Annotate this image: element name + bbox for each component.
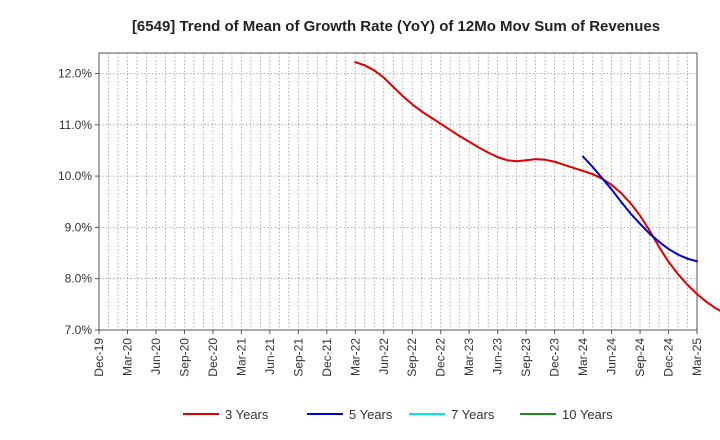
- grid: [99, 53, 697, 331]
- x-tick-label: Sep-21: [291, 338, 305, 377]
- x-tick-label: Dec-20: [206, 338, 220, 377]
- legend-label-10-years: 10 Years: [562, 407, 613, 422]
- series-line-3-years: [354, 61, 720, 312]
- x-tick-label: Dec-23: [548, 338, 562, 377]
- x-tick-label: Dec-21: [320, 338, 334, 377]
- x-tick-label: Jun-20: [149, 338, 163, 375]
- chart-title: [6549] Trend of Mean of Growth Rate (YoY…: [132, 18, 660, 35]
- x-tick-label: Dec-24: [662, 338, 676, 377]
- x-tick-label: Mar-23: [462, 338, 476, 376]
- x-tick-label: Mar-22: [348, 338, 362, 376]
- x-tick-label: Sep-20: [177, 338, 191, 377]
- x-axis: Dec-19 Mar-20 Jun-20 Sep-20 Dec-20 Mar-21 Jun-…: [92, 330, 704, 377]
- x-tick-label: Jun-21: [263, 338, 277, 375]
- legend-label-7-years: 7 Years: [451, 407, 495, 422]
- x-tick-label: Jun-22: [377, 338, 391, 375]
- x-tick-label: Mar-25: [690, 338, 704, 376]
- y-axis: 7.0% 8.0% 9.0% 10.0% 11.0% 12.0%: [58, 67, 99, 337]
- x-tick-label: Mar-20: [120, 338, 134, 376]
- y-tick-label: 11.0%: [59, 118, 92, 132]
- plot-area: [98, 52, 698, 331]
- legend-label-5-years: 5 Years: [349, 407, 393, 422]
- legend: 3 Years 5 Years 7 Years 10 Years: [183, 407, 613, 422]
- x-tick-label: Dec-19: [92, 338, 106, 377]
- y-tick-label: 12.0%: [58, 67, 92, 81]
- x-tick-label: Jun-23: [491, 338, 505, 375]
- series-line-5-years: [582, 155, 698, 263]
- x-tick-label: Jun-24: [605, 338, 619, 375]
- x-tick-label: Sep-24: [633, 338, 647, 377]
- legend-label-3-years: 3 Years: [225, 407, 269, 422]
- y-tick-label: 7.0%: [65, 323, 93, 337]
- x-tick-label: Sep-22: [405, 338, 419, 377]
- y-tick-label: 8.0%: [65, 272, 93, 286]
- x-tick-label: Dec-22: [434, 338, 448, 377]
- y-tick-label: 9.0%: [65, 220, 93, 234]
- y-tick-label: 10.0%: [58, 169, 92, 183]
- x-tick-label: Mar-24: [576, 338, 590, 376]
- series-lines: [354, 61, 720, 312]
- x-tick-label: Sep-23: [519, 338, 533, 377]
- x-tick-label: Mar-21: [234, 338, 248, 376]
